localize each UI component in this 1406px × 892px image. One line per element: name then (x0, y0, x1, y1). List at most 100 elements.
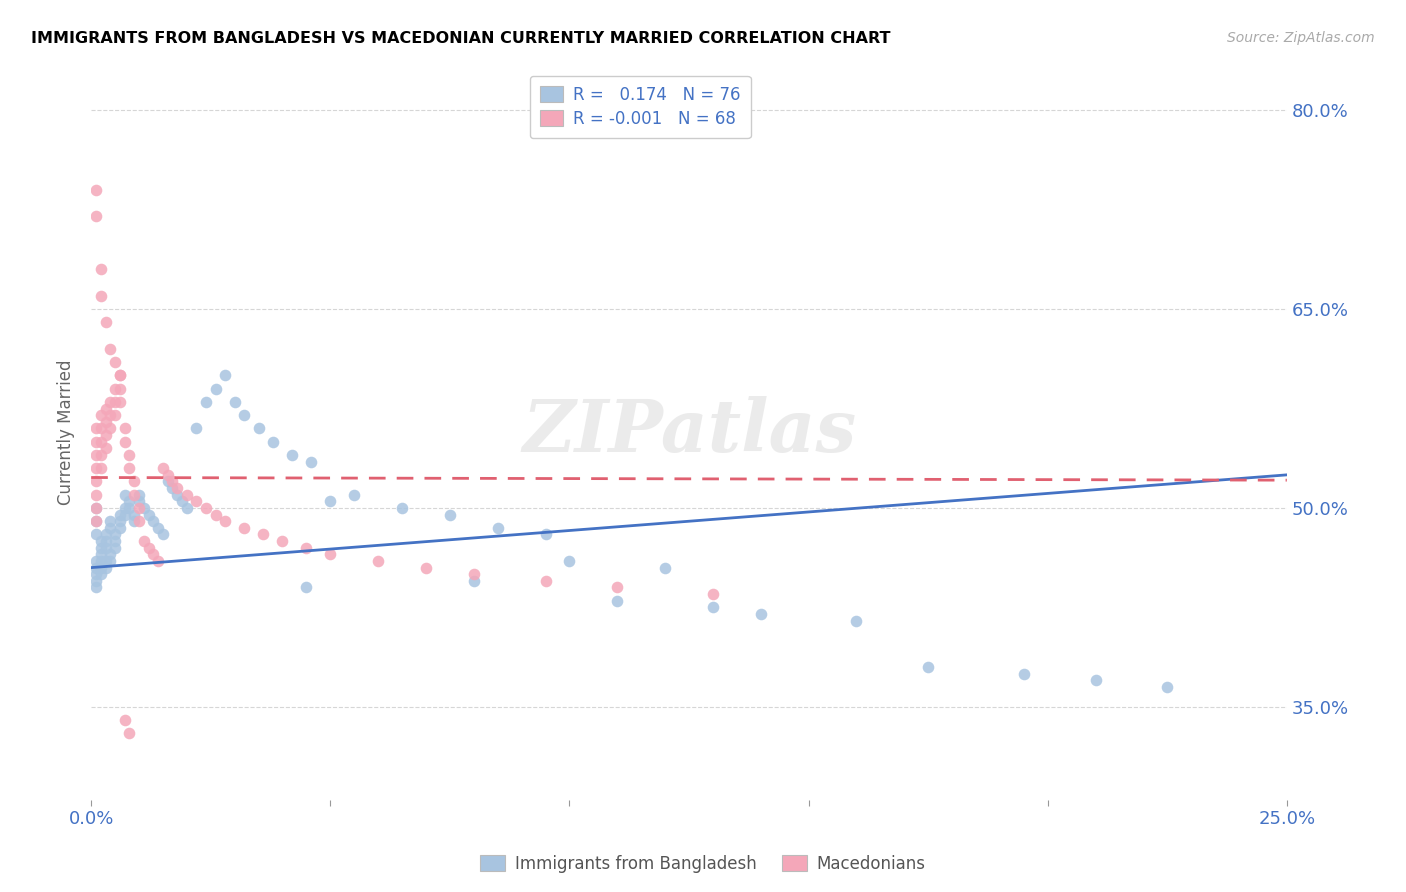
Point (271, 534, 294, 549)
Point (98, 421, 121, 435)
Text: Source: ZipAtlas.com: Source: ZipAtlas.com (1227, 31, 1375, 45)
Point (214, 514, 236, 528)
Point (128, 514, 150, 528)
Point (90, 448, 112, 462)
Point (176, 500, 198, 515)
Point (247, 421, 270, 435)
Point (194, 395, 217, 409)
Point (90, 262, 112, 277)
Point (343, 488, 366, 502)
Point (84, 574, 107, 588)
Point (84, 461, 107, 475)
Point (367, 554, 389, 568)
Point (146, 521, 169, 535)
Point (142, 514, 165, 528)
Point (84, 475, 107, 489)
Legend: Immigrants from Bangladesh, Macedonians: Immigrants from Bangladesh, Macedonians (474, 848, 932, 880)
Point (486, 521, 509, 535)
Point (104, 541, 127, 555)
Point (439, 508, 461, 522)
Point (194, 500, 217, 515)
Point (94, 401, 117, 416)
Point (98, 409, 121, 423)
Point (90, 421, 112, 435)
Point (98, 514, 121, 528)
Point (104, 382, 127, 396)
Point (114, 421, 136, 435)
Point (319, 494, 342, 508)
Point (295, 581, 318, 595)
Point (463, 574, 485, 588)
Point (94, 554, 117, 568)
Y-axis label: Currently Married: Currently Married (58, 359, 75, 505)
Point (84, 527, 107, 541)
Point (114, 508, 136, 522)
Point (166, 488, 188, 502)
Point (98, 547, 121, 561)
Point (104, 534, 127, 549)
Point (534, 574, 557, 588)
Point (90, 461, 112, 475)
Point (749, 607, 772, 621)
Point (94, 541, 117, 555)
Point (108, 368, 131, 383)
Point (108, 514, 131, 528)
Point (654, 560, 676, 574)
Point (94, 534, 117, 549)
Point (108, 382, 131, 396)
Point (118, 494, 141, 508)
Text: IMMIGRANTS FROM BANGLADESH VS MACEDONIAN CURRENTLY MARRIED CORRELATION CHART: IMMIGRANTS FROM BANGLADESH VS MACEDONIAN… (31, 31, 890, 46)
Point (90, 541, 112, 555)
Point (162, 475, 184, 489)
Point (84, 514, 107, 528)
Point (104, 395, 127, 409)
Point (114, 488, 136, 502)
Point (252, 527, 274, 541)
Point (98, 342, 121, 356)
Point (94, 527, 117, 541)
Point (142, 547, 165, 561)
Point (132, 500, 155, 515)
Point (162, 481, 184, 495)
Point (84, 514, 107, 528)
Point (118, 448, 141, 462)
Point (1084, 673, 1107, 688)
Point (214, 368, 236, 383)
Point (84, 500, 107, 515)
Point (262, 434, 284, 449)
Point (108, 521, 131, 535)
Point (108, 508, 131, 522)
Point (534, 527, 557, 541)
Point (118, 461, 141, 475)
Point (1156, 680, 1178, 694)
Point (391, 500, 413, 515)
Point (170, 494, 193, 508)
Point (90, 409, 112, 423)
Point (186, 494, 208, 508)
Point (176, 488, 198, 502)
Point (845, 614, 868, 628)
Legend: R =   0.174   N = 76, R = -0.001   N = 68: R = 0.174 N = 76, R = -0.001 N = 68 (530, 76, 751, 138)
Point (114, 713, 136, 727)
Point (104, 355, 127, 369)
Point (606, 581, 628, 595)
Point (114, 500, 136, 515)
Point (281, 448, 304, 462)
Point (128, 488, 150, 502)
Point (94, 316, 117, 330)
Point (98, 554, 121, 568)
Point (204, 382, 226, 396)
Point (132, 534, 155, 549)
Point (90, 434, 112, 449)
Point (84, 421, 107, 435)
Point (94, 415, 117, 429)
Point (90, 289, 112, 303)
Point (94, 442, 117, 456)
Point (702, 587, 724, 601)
Point (166, 481, 188, 495)
Point (104, 527, 127, 541)
Point (108, 395, 131, 409)
Point (94, 560, 117, 574)
Point (84, 581, 107, 595)
Point (90, 534, 112, 549)
